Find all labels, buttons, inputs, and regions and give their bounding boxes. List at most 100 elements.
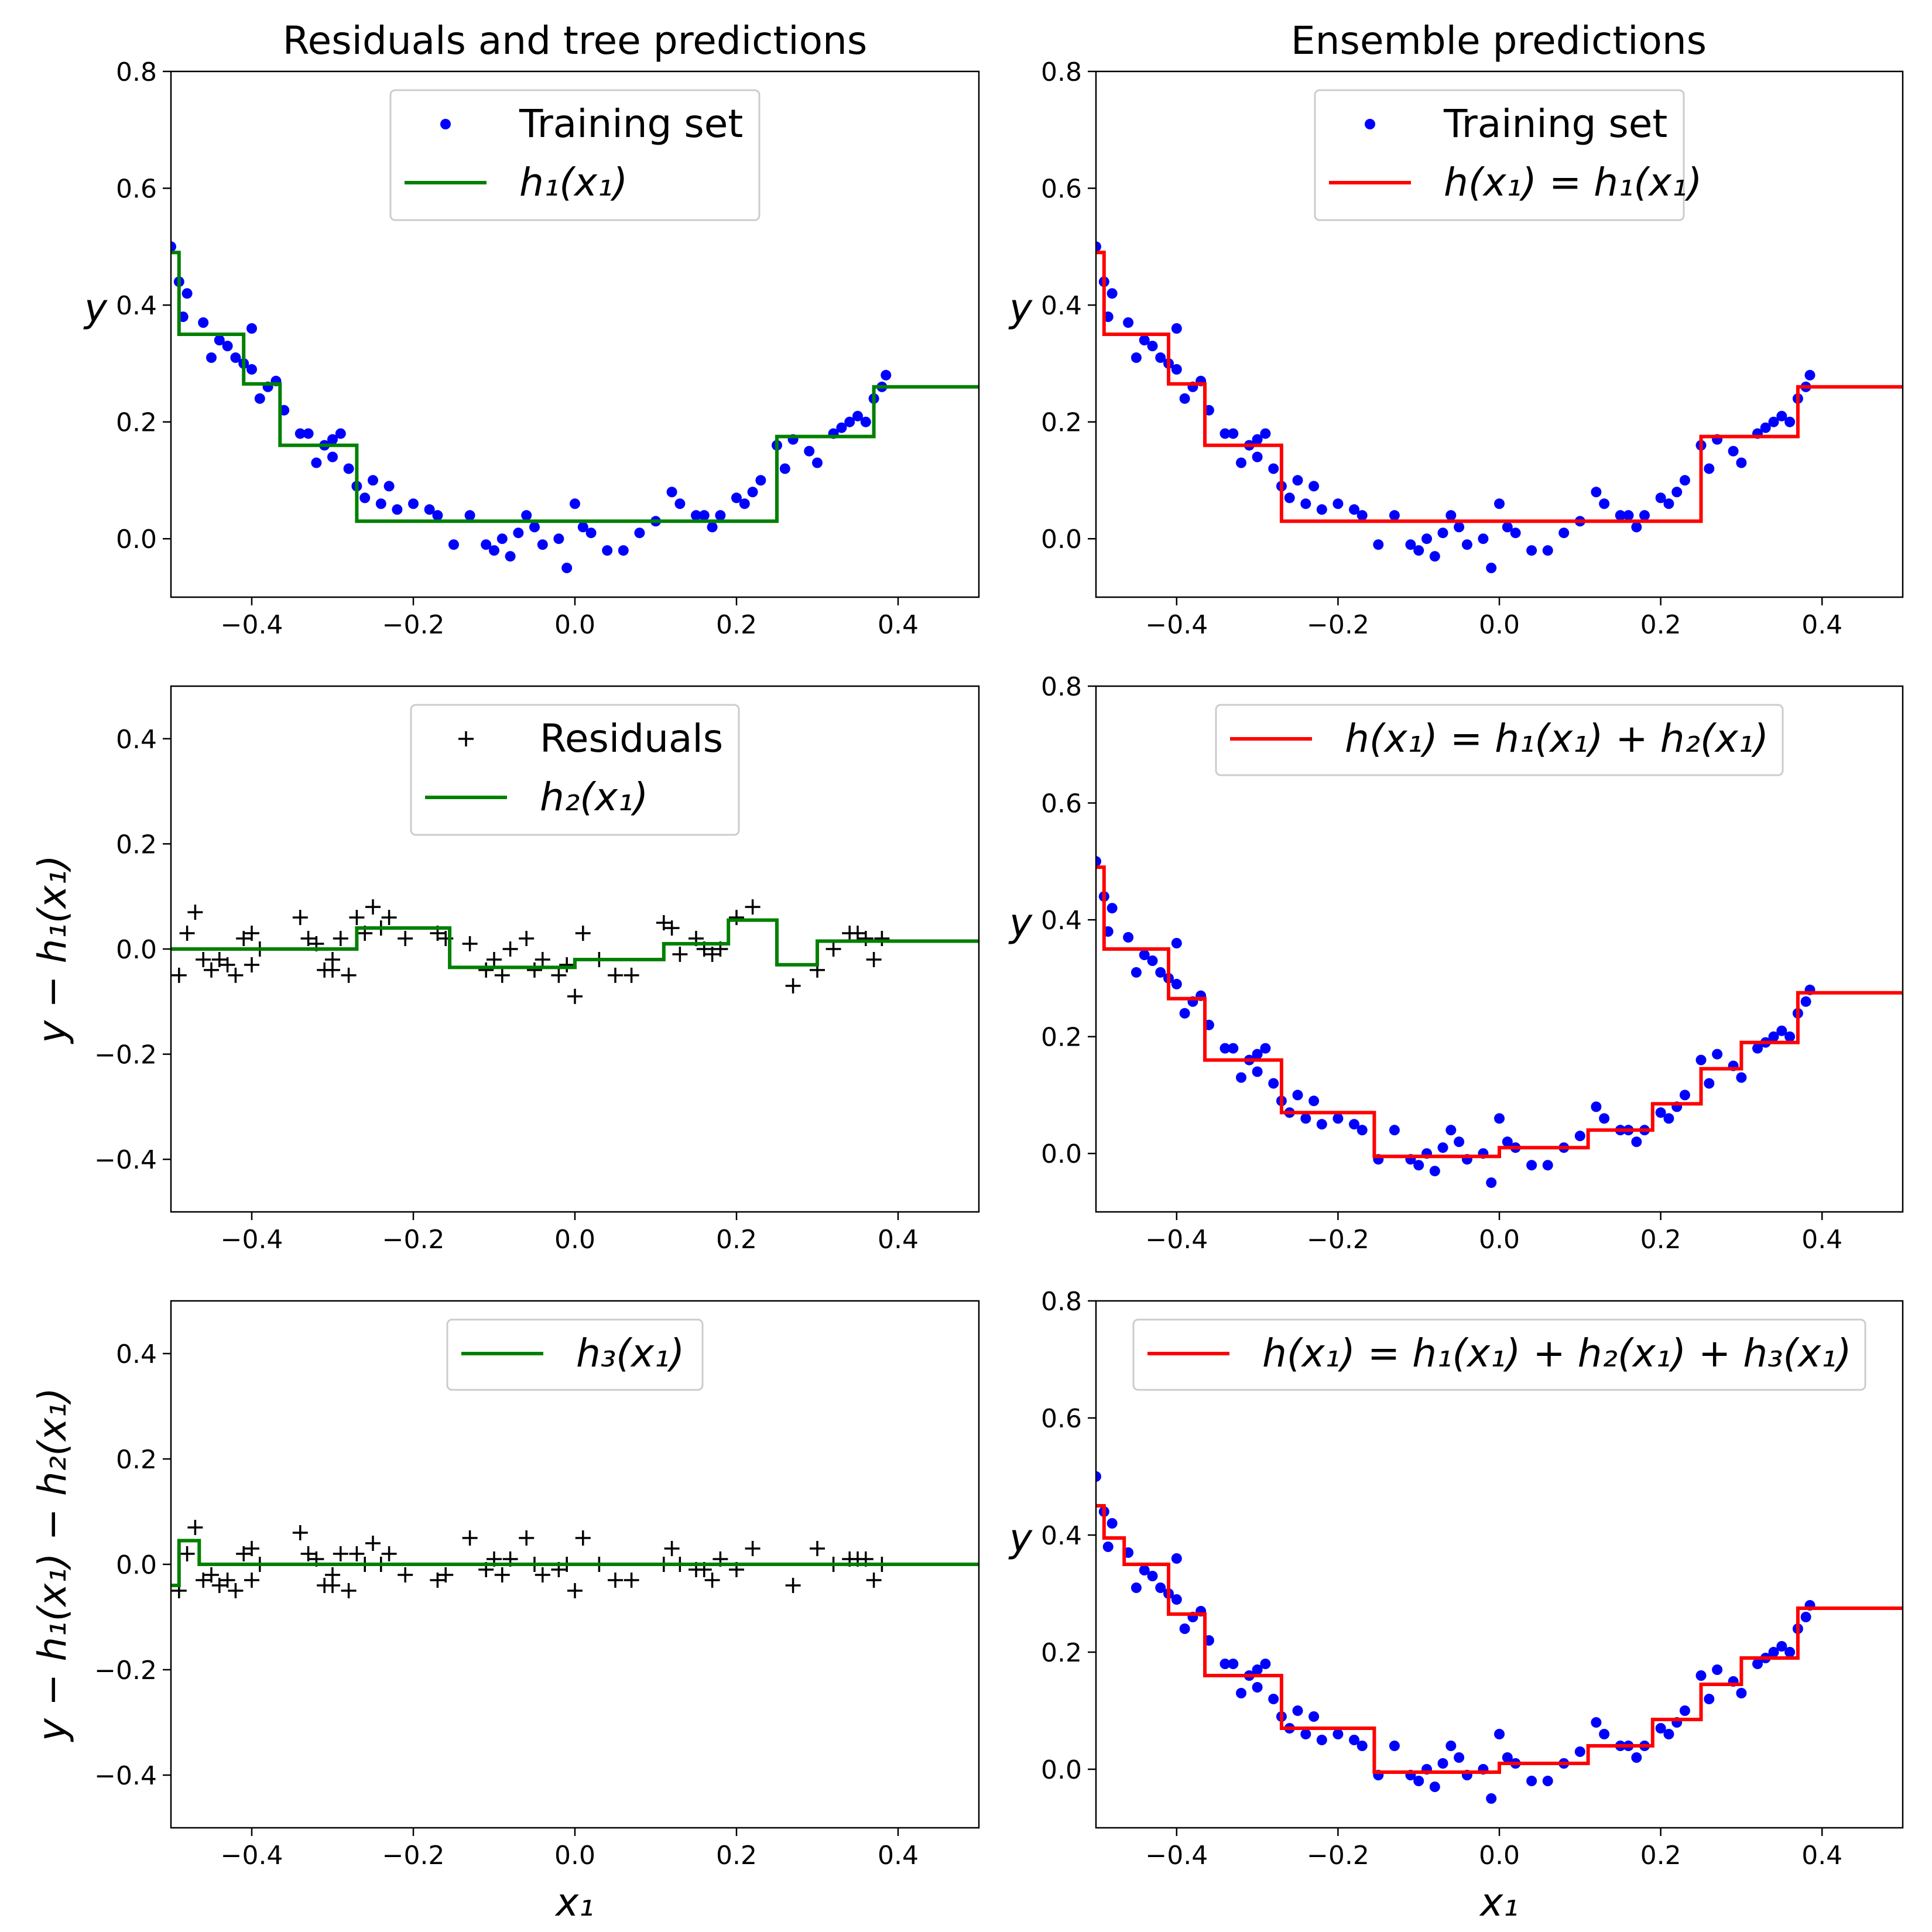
y-tick-label: 0.8	[1041, 1287, 1082, 1317]
x-tick-label: 0.2	[716, 1225, 757, 1255]
legend: h(x₁) = h₁(x₁) + h₂(x₁)	[1215, 704, 1784, 776]
y-tick-label: 0.0	[1041, 525, 1082, 554]
data-point	[489, 545, 499, 556]
data-point	[1349, 1735, 1359, 1745]
residual-point	[850, 926, 865, 941]
residual-point	[704, 946, 720, 962]
data-point	[1494, 1113, 1505, 1124]
data-point	[537, 539, 548, 550]
data-point	[1784, 416, 1796, 427]
data-point	[1736, 1072, 1747, 1083]
data-point	[1526, 1776, 1537, 1786]
data-point	[1308, 1711, 1320, 1722]
data-point	[392, 504, 403, 515]
y-tick-label: 0.2	[116, 408, 157, 438]
data-point	[1292, 475, 1303, 486]
residual-point	[624, 1573, 639, 1588]
legend-box	[446, 1318, 704, 1391]
data-point	[739, 498, 750, 509]
data-point	[1502, 1752, 1513, 1763]
legend-label: h₃(x₁)	[576, 1331, 684, 1376]
panel-middle-left: −0.4 −0.2 0.0 0.2 0.4 −0.4 −0.2 0.0 0.2 0.4 y − h₁…	[30, 685, 980, 1255]
x-tick-label: −0.4	[221, 1841, 283, 1871]
data-point	[779, 463, 790, 474]
data-point	[1155, 352, 1166, 363]
data-point	[1429, 1782, 1440, 1792]
x-tick-label: −0.2	[382, 1225, 445, 1255]
prediction-line	[1096, 1504, 1903, 1774]
legend-dot-marker	[440, 119, 451, 129]
data-point	[1728, 446, 1739, 457]
data-point	[1486, 563, 1497, 574]
residual-point	[462, 936, 478, 952]
y-tick-label: 0.8	[116, 57, 157, 87]
data-point	[1437, 1142, 1448, 1153]
residual-point	[228, 967, 244, 983]
data-point	[1679, 1090, 1690, 1101]
residual-point	[365, 899, 381, 915]
data-point	[1542, 1776, 1553, 1786]
residual-point	[341, 1583, 357, 1598]
data-point	[1461, 539, 1472, 550]
column-title-left: Residuals and tree predictions	[283, 18, 868, 63]
residual-point	[244, 1573, 259, 1588]
legend-label: h(x₁) = h₁(x₁) + h₂(x₁) + h₃(x₁)	[1262, 1331, 1852, 1376]
prediction-line	[171, 918, 979, 970]
residual-point	[664, 920, 680, 936]
legend: h(x₁) = h₁(x₁) + h₂(x₁) + h₃(x₁)	[1132, 1318, 1866, 1391]
data-point	[1139, 335, 1150, 345]
data-point	[1445, 1741, 1457, 1751]
data-point	[1356, 1125, 1368, 1136]
residual-point	[664, 1541, 680, 1556]
x-axis-label: x₁	[554, 1880, 594, 1925]
data-point	[1655, 1723, 1666, 1734]
data-point	[222, 341, 233, 351]
data-point	[408, 498, 419, 509]
residual-point	[349, 1546, 365, 1561]
legend-box	[1215, 704, 1784, 776]
data-point	[755, 475, 766, 486]
data-point	[577, 522, 588, 533]
residual-point	[187, 905, 203, 920]
data-point	[804, 446, 815, 457]
data-point	[1236, 1072, 1246, 1083]
x-tick-label: −0.2	[1307, 1841, 1369, 1871]
x-tick-label: −0.2	[382, 610, 445, 640]
data-point	[1542, 545, 1553, 556]
data-point	[1413, 1776, 1424, 1786]
plot-marks	[1096, 856, 1903, 1188]
plot-marks	[171, 1520, 979, 1598]
legend-box	[389, 89, 761, 221]
data-point	[1486, 1177, 1497, 1188]
data-point	[731, 492, 742, 503]
residual-point	[745, 899, 761, 915]
legend-box	[410, 704, 740, 836]
legend-box	[1314, 89, 1685, 221]
panel-top-left: −0.4 −0.2 0.0 0.2 0.4 0.0 0.2 0.4 0.6 0.8 y Trainin…	[83, 57, 980, 640]
data-point	[1704, 463, 1715, 474]
data-point	[359, 492, 371, 503]
residual-point	[519, 1530, 535, 1546]
data-point	[1220, 1659, 1231, 1669]
data-point	[1429, 1166, 1440, 1177]
x-tick-label: −0.2	[1307, 610, 1369, 640]
residual-point	[341, 967, 357, 983]
data-point	[1171, 1553, 1182, 1564]
data-point	[1671, 487, 1683, 498]
data-point	[1268, 463, 1279, 474]
prediction-line	[1096, 865, 1903, 1159]
residual-point	[535, 1567, 550, 1582]
data-point	[1220, 428, 1231, 439]
data-point	[1102, 1542, 1114, 1552]
data-point	[496, 533, 508, 544]
x-tick-label: −0.4	[1145, 1225, 1208, 1255]
data-point	[1300, 1113, 1311, 1124]
data-point	[836, 422, 847, 433]
data-point	[1332, 1729, 1344, 1739]
data-point	[343, 463, 354, 474]
data-point	[206, 352, 217, 363]
data-point	[1623, 510, 1634, 521]
data-point	[1510, 527, 1521, 539]
y-tick-label: 0.2	[1041, 1023, 1082, 1053]
data-point	[1712, 1049, 1723, 1060]
